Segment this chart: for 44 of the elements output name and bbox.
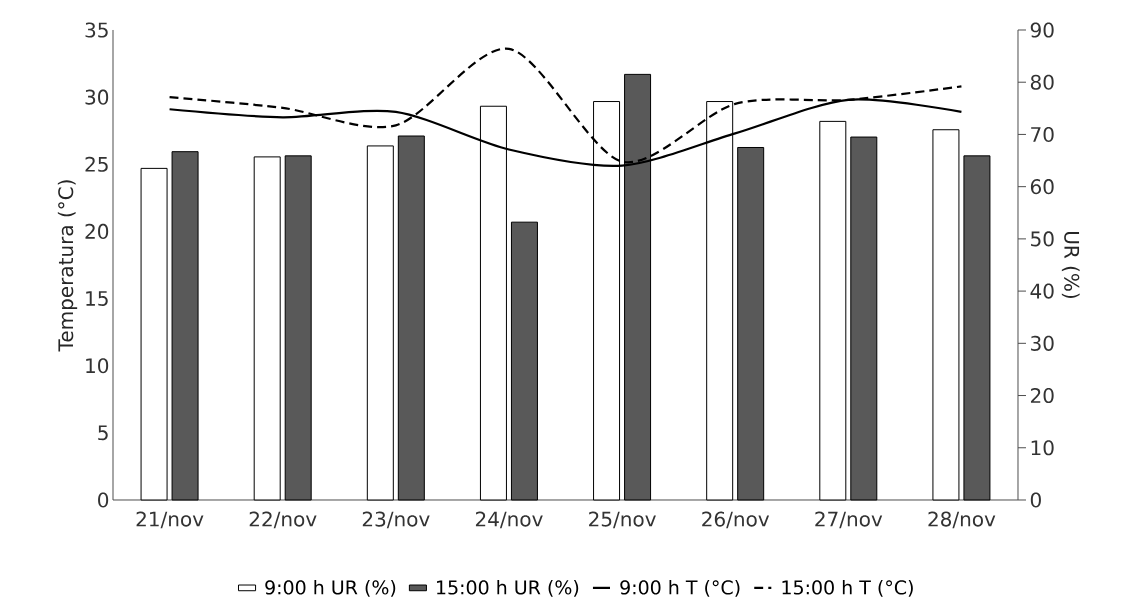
bar [510, 221, 538, 501]
legend-label: 15:00 h UR (%) [437, 579, 579, 597]
y-tick-label: 25 [85, 156, 108, 172]
bar [253, 156, 281, 501]
bar [819, 120, 847, 501]
y2-tick-label: 60 [1030, 179, 1054, 195]
legend-label: 9:00 h UR (%) [265, 579, 396, 597]
legend-label: 9:00 h T (°C) [620, 579, 740, 597]
legend-label: 15:00 h T (°C) [782, 579, 913, 597]
x-tick-label: 25/nov [589, 511, 656, 529]
y-tick-label: 35 [85, 22, 108, 38]
bar [737, 146, 765, 501]
y-tick-label: 15 [86, 291, 108, 306]
y2-tick-label: 90 [1030, 22, 1054, 38]
y2-tick-label: 10 [1031, 440, 1054, 456]
x-tick-label: 28/nov [928, 511, 996, 529]
y2-tick-label: 40 [1030, 283, 1054, 299]
x-tick-label: 23/nov [362, 511, 430, 529]
x-tick-label: 22/nov [249, 511, 317, 529]
y-tick-label: 10 [86, 358, 109, 374]
x-tick-label: 27/nov [815, 511, 883, 529]
bar [171, 151, 199, 501]
y2-tick-label: 50 [1031, 231, 1054, 247]
y-tick-label: 5 [98, 425, 108, 441]
y2-axis-title: UR (%) [1061, 231, 1080, 298]
bar [366, 145, 394, 501]
bar [963, 155, 991, 501]
y2-tick-label: 30 [1031, 335, 1054, 351]
y2-tick-label: 20 [1030, 387, 1054, 404]
y2-tick-label: 0 [1030, 492, 1041, 508]
x-tick-label: 26/nov [702, 511, 770, 529]
bar [932, 129, 960, 501]
y2-tick-label: 70 [1031, 126, 1054, 142]
y2-tick-label: 80 [1030, 74, 1054, 90]
y-axis-title: Temperatura (°C) [57, 180, 78, 352]
x-tick-label: 21/nov [136, 511, 204, 529]
y-tick-label: 30 [85, 89, 109, 105]
y-tick-label: 0 [98, 492, 109, 508]
y-tick-label: 20 [85, 223, 109, 239]
bar [140, 167, 168, 501]
x-tick-label: 24/nov [475, 511, 543, 529]
bar [850, 136, 878, 501]
bar [284, 155, 312, 501]
bar [397, 135, 425, 501]
